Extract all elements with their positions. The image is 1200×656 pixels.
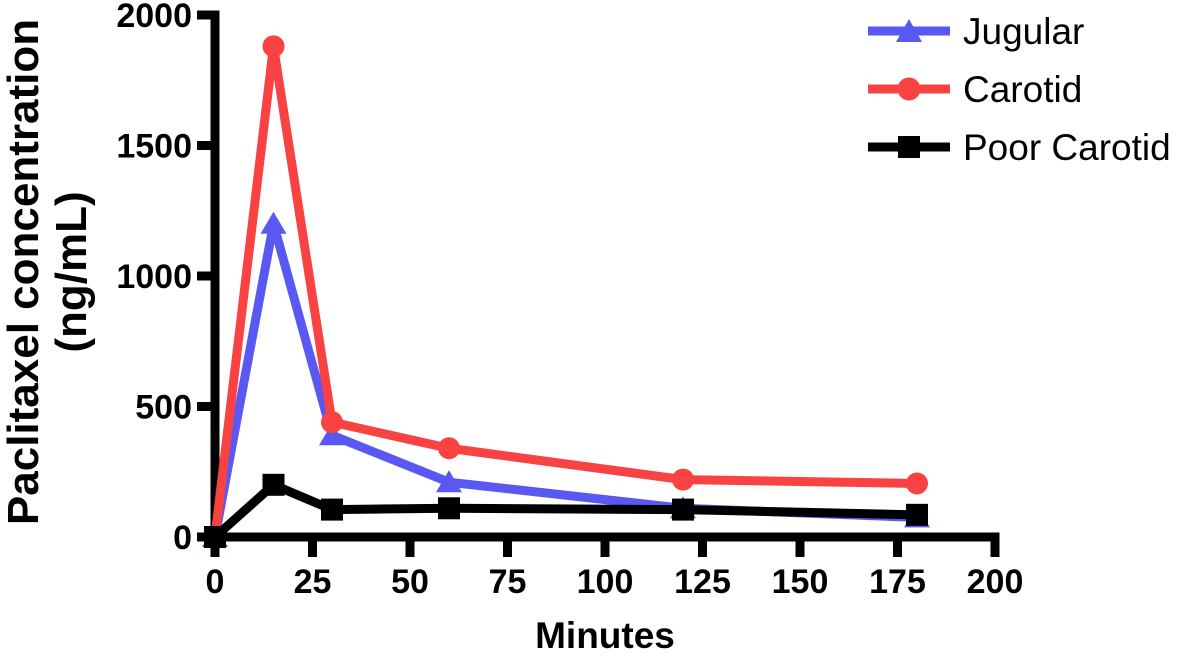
- chart-legend: Jugular Carotid Poor Carotid: [868, 2, 1171, 176]
- y-tick-label: 0: [173, 519, 192, 557]
- y-tick-label: 2000: [116, 0, 192, 35]
- x-tick-label: 175: [869, 563, 926, 601]
- y-axis-title-line-2: (ng/mL): [47, 191, 96, 352]
- legend-item-jugular: Jugular: [868, 2, 1171, 60]
- series-marker-square: [262, 473, 285, 496]
- x-axis-title: Minutes: [535, 615, 675, 656]
- x-tick-label: 125: [674, 563, 731, 601]
- series-marker-circle: [906, 472, 928, 495]
- legend-label-jugular: Jugular: [963, 10, 1085, 52]
- x-tick-label: 50: [391, 563, 429, 601]
- legend-label-carotid: Carotid: [963, 68, 1083, 110]
- x-tick-label: 150: [772, 563, 829, 601]
- legend-item-poor-carotid: Poor Carotid: [868, 118, 1171, 176]
- series-marker-square: [906, 503, 928, 526]
- series-line-carotid: [210, 45, 918, 538]
- y-tick-label: 500: [135, 389, 192, 427]
- x-tick-label: 75: [489, 563, 527, 601]
- legend-item-carotid: Carotid: [868, 60, 1171, 118]
- series-marker-circle: [321, 411, 343, 434]
- series-marker-square: [321, 498, 343, 521]
- y-axis-title-line-1: Paclitaxel concentration: [0, 19, 48, 525]
- x-tick-label: 200: [967, 563, 1024, 601]
- poor-carotid-square-marker-icon: [868, 136, 950, 158]
- series-marker-triangle: [260, 211, 287, 234]
- series-marker-triangle: [436, 470, 462, 493]
- series-line-jugular: [210, 222, 918, 538]
- y-tick-label: 1500: [116, 128, 192, 166]
- x-tick-label: 0: [206, 563, 225, 601]
- x-tick-label: 100: [577, 563, 634, 601]
- series-marker-circle: [262, 35, 285, 58]
- x-tick-label: 25: [294, 563, 332, 601]
- series-marker-circle: [672, 468, 694, 491]
- series-marker-circle: [438, 437, 460, 460]
- legend-label-poor-carotid: Poor Carotid: [963, 126, 1171, 168]
- series-marker-square: [438, 497, 460, 520]
- jugular-triangle-marker-icon: [868, 19, 950, 42]
- series-marker-triangle: [319, 423, 345, 446]
- y-tick-label: 1000: [116, 258, 192, 296]
- carotid-circle-marker-icon: [868, 77, 950, 101]
- series-marker-square: [204, 526, 226, 548]
- series-marker-square: [672, 498, 694, 521]
